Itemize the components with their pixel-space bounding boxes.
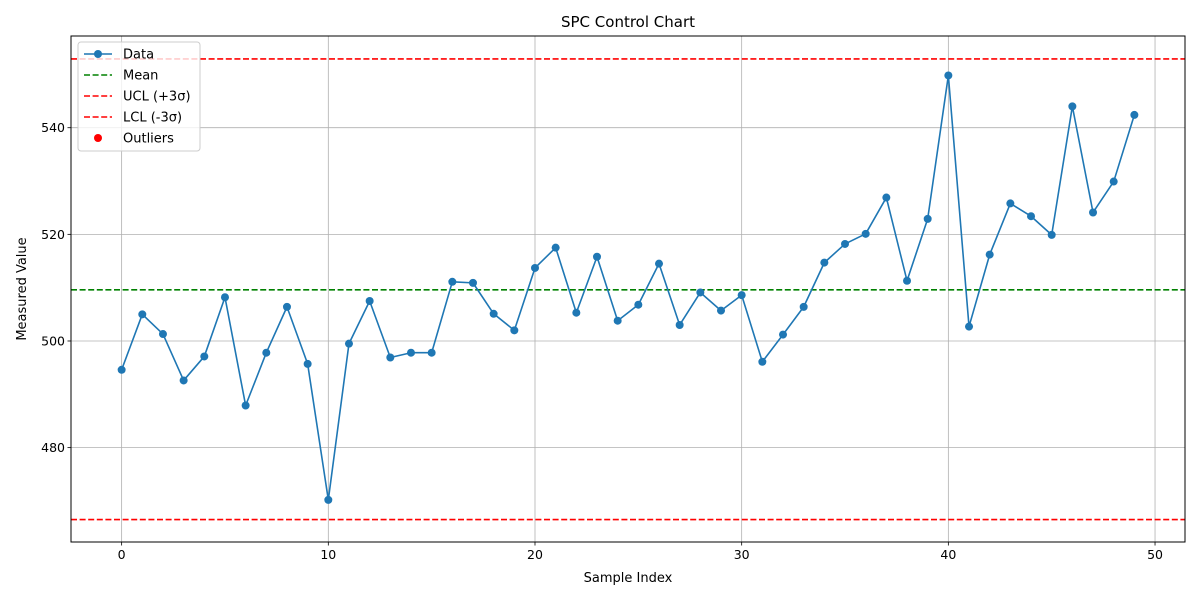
- data-point: [1068, 102, 1077, 111]
- grid-layer: [71, 36, 1185, 542]
- data-point: [1109, 177, 1118, 186]
- data-point: [944, 71, 953, 80]
- legend-label: Data: [123, 48, 154, 63]
- data-point: [530, 263, 539, 272]
- legend-label: Outliers: [123, 132, 174, 147]
- chart-title: SPC Control Chart: [561, 13, 695, 31]
- x-tick-label: 20: [527, 547, 543, 562]
- data-point: [200, 352, 209, 361]
- data-point: [985, 250, 994, 259]
- x-tick-label: 0: [118, 547, 126, 562]
- data-point: [406, 348, 415, 357]
- data-point: [841, 239, 850, 248]
- data-point: [158, 330, 167, 339]
- data-point: [634, 300, 643, 309]
- data-point: [179, 376, 188, 385]
- data-point: [882, 193, 891, 202]
- data-point: [551, 243, 560, 252]
- data-series-line: [120, 74, 1136, 501]
- data-point: [1027, 212, 1036, 221]
- data-point: [1006, 199, 1015, 208]
- data-point: [861, 229, 870, 238]
- data-point: [241, 401, 250, 410]
- data-point: [117, 365, 126, 374]
- data-point: [613, 316, 622, 325]
- legend-label: UCL (+3σ): [123, 90, 191, 105]
- data-point: [489, 309, 498, 318]
- data-series: [117, 71, 1139, 504]
- data-point: [282, 302, 291, 311]
- data-point: [758, 357, 767, 366]
- y-axis-label: Measured Value: [15, 237, 30, 340]
- data-point: [344, 339, 353, 348]
- data-point: [675, 320, 684, 329]
- x-tick-label: 10: [320, 547, 336, 562]
- data-point: [696, 288, 705, 297]
- data-point: [717, 306, 726, 315]
- data-point: [510, 326, 519, 335]
- data-point: [923, 214, 932, 223]
- data-point: [903, 276, 912, 285]
- axis-ticks: 0 10 20 30 40 50 480 500 520 540: [41, 120, 1163, 562]
- data-point: [262, 348, 271, 357]
- plot-frame: [70, 35, 1186, 543]
- data-point: [468, 278, 477, 287]
- data-point: [799, 302, 808, 311]
- data-point: [572, 308, 581, 317]
- data-point: [1130, 110, 1139, 119]
- x-tick-label: 50: [1147, 547, 1163, 562]
- data-point: [820, 258, 829, 267]
- data-point: [1047, 230, 1056, 239]
- legend-label: LCL (-3σ): [123, 111, 182, 126]
- data-point: [448, 277, 457, 286]
- x-tick-label: 40: [940, 547, 956, 562]
- y-tick-label: 520: [41, 227, 65, 242]
- legend: Data Mean UCL (+3σ) LCL (-3σ) Outliers: [77, 41, 201, 152]
- reference-lines: [71, 58, 1185, 521]
- legend-box: [77, 41, 201, 152]
- data-point: [1089, 208, 1098, 217]
- data-point: [592, 252, 601, 261]
- y-tick-label: 540: [41, 120, 65, 135]
- data-point: [138, 310, 147, 319]
- data-point: [303, 359, 312, 368]
- x-tick-label: 30: [734, 547, 750, 562]
- data-point: [365, 296, 374, 305]
- legend-marker-data: [94, 50, 102, 58]
- y-tick-label: 500: [41, 333, 65, 348]
- y-tick-label: 480: [41, 440, 65, 455]
- data-point: [779, 330, 788, 339]
- data-point: [737, 291, 746, 300]
- data-point: [655, 259, 664, 268]
- legend-marker-outliers: [94, 134, 102, 142]
- x-axis-label: Sample Index: [584, 571, 673, 586]
- data-point: [965, 322, 974, 331]
- data-point: [386, 353, 395, 362]
- legend-label: Mean: [123, 69, 158, 84]
- data-point: [220, 293, 229, 302]
- data-point: [324, 495, 333, 504]
- data-point: [427, 348, 436, 357]
